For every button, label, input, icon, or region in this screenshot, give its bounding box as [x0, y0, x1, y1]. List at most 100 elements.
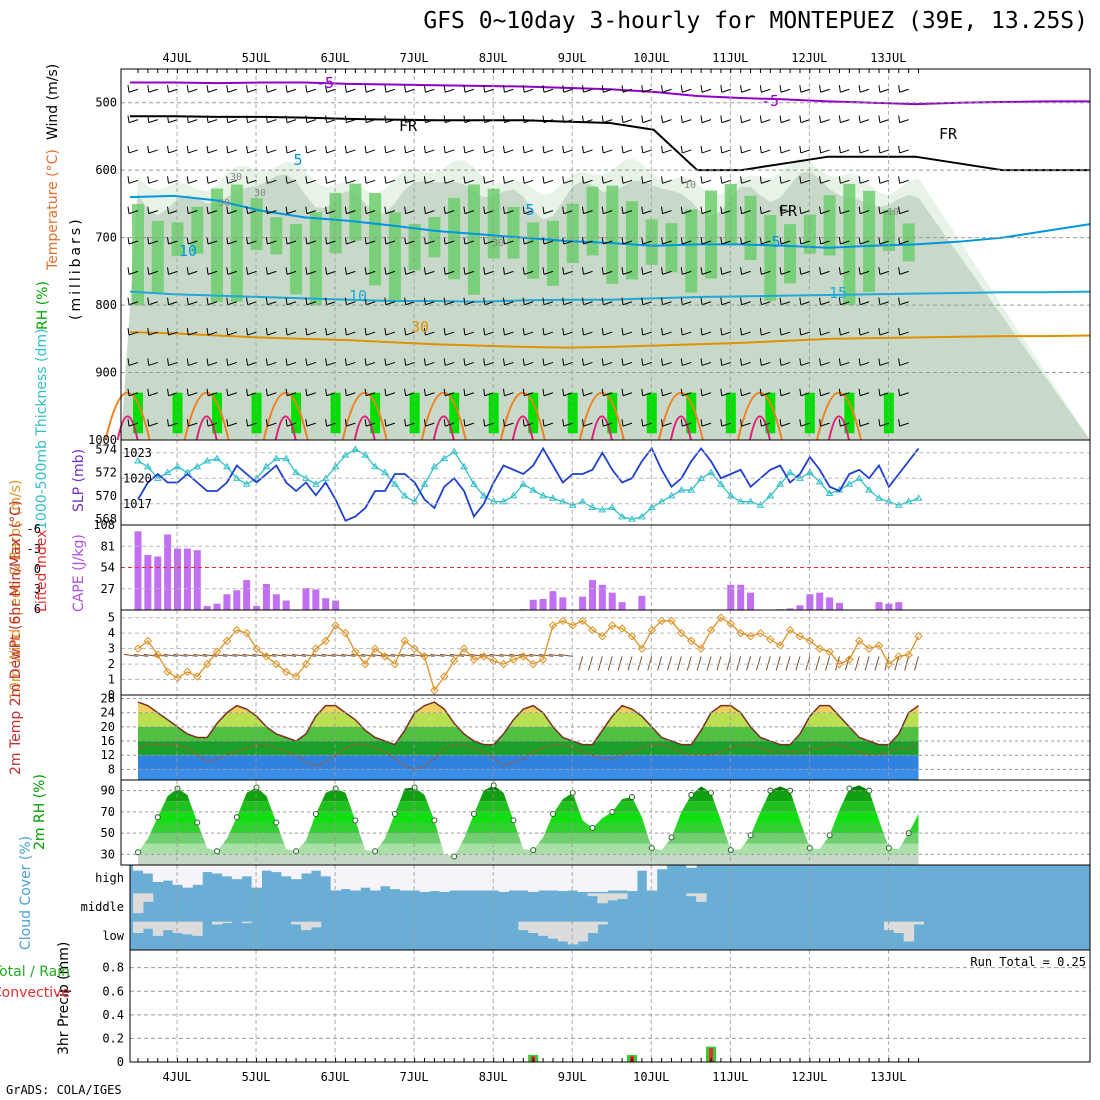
upper-wind-barb	[285, 145, 288, 154]
upper-wind-barb	[425, 179, 435, 184]
bottom-day-label: 4JUL	[163, 1070, 192, 1084]
diurnal-isotherm	[511, 415, 534, 441]
upper-wind-barb	[385, 361, 396, 366]
precip-tick-label: 0.4	[102, 1008, 124, 1022]
rh-moist-patch	[349, 183, 362, 241]
thickness-point	[637, 512, 646, 520]
temperature-axis-label: Temperature (°C)	[45, 149, 61, 271]
cape-bar	[332, 600, 340, 610]
upper-wind-barb	[207, 149, 218, 154]
upper-wind-barb	[167, 267, 170, 275]
wind-speed-point	[706, 625, 716, 635]
cloud-clear-high	[607, 865, 618, 891]
upper-wind-barb	[799, 297, 802, 305]
upper-wind-barb	[740, 206, 743, 214]
cloud-clear-low	[241, 921, 253, 924]
upper-wind-barb	[265, 328, 268, 336]
upper-wind-barb	[483, 328, 486, 336]
upper-wind-barb	[522, 85, 525, 93]
upper-wind-barb	[583, 149, 593, 154]
upper-wind-barb	[484, 422, 494, 427]
chart-marks	[104, 81, 1091, 1062]
temp-band	[138, 695, 919, 699]
surface-wind-barb	[331, 653, 346, 657]
upper-wind-barb	[721, 392, 731, 397]
upper-wind-barb	[899, 301, 909, 306]
upper-wind-barb	[504, 240, 514, 245]
wind-speed-point	[380, 652, 390, 661]
upper-wind-barb	[840, 270, 850, 275]
upper-wind-barb	[879, 392, 890, 397]
upper-wind-barb	[601, 297, 604, 305]
chart-text: 4JUL4JUL5JUL5JUL6JUL6JUL7JUL7JUL8JUL8JUL…	[0, 51, 1086, 1084]
upper-wind-barb	[484, 392, 494, 397]
wind-speed-point	[914, 632, 923, 641]
upper-wind-barb	[325, 145, 328, 154]
upper-wind-barb	[879, 331, 890, 336]
upper-wind-barb	[542, 115, 545, 123]
surface-wind-barb	[489, 653, 504, 657]
bottom-day-label: 8JUL	[479, 1070, 508, 1084]
upper-wind-barb	[741, 88, 751, 93]
upper-wind-barb	[720, 145, 723, 154]
upper-wind-barb	[741, 361, 751, 366]
upper-wind-barb	[247, 210, 257, 215]
upper-wind-barb	[859, 210, 870, 215]
thickness-point	[568, 501, 577, 508]
pressure-tick-label: 500	[95, 96, 117, 110]
wind-tick-label: 4	[108, 626, 115, 640]
upper-wind-barb	[701, 361, 712, 366]
upper-wind-barb	[583, 392, 593, 397]
upper-wind-barb	[463, 115, 466, 123]
upper-wind-barb	[543, 240, 554, 245]
wind-tick-label: 2	[108, 657, 115, 671]
upper-wind-barb	[720, 358, 723, 366]
upper-wind-barb	[385, 392, 396, 397]
li-tick-label: -6	[27, 522, 41, 536]
rh-moist-low-patch	[844, 392, 855, 434]
wind-speed-point	[331, 621, 340, 630]
cloud-clear-high	[310, 865, 322, 871]
upper-wind-barb	[859, 361, 870, 366]
upper-wind-barb	[326, 88, 336, 93]
upper-wind-barb	[147, 145, 150, 154]
upper-wind-barb	[186, 176, 189, 184]
upper-wind-barb	[562, 176, 565, 184]
upper-wind-barb	[306, 179, 316, 184]
wind-speed-point	[400, 636, 410, 646]
upper-wind-barb	[800, 240, 810, 245]
wind-speed-point	[509, 655, 518, 664]
upper-wind-barb	[583, 119, 593, 124]
upper-wind-barb	[464, 361, 475, 366]
upper-wind-barb	[682, 149, 692, 154]
upper-wind-barb	[246, 297, 249, 305]
upper-wind-barb	[800, 301, 810, 306]
upper-wind-barb	[385, 149, 396, 154]
upper-wind-barb	[721, 301, 731, 306]
upper-wind-barb	[721, 422, 731, 427]
upper-wind-barb	[820, 301, 830, 306]
upper-wind-barb	[326, 179, 336, 184]
upper-wind-barb	[445, 301, 455, 306]
thickness-tick-label: 570	[95, 489, 117, 503]
rh-band	[138, 790, 919, 802]
upper-wind-barb	[721, 119, 731, 124]
upper-wind-barb	[148, 361, 158, 366]
upper-wind-barb	[226, 358, 229, 366]
upper-wind-barb	[700, 388, 703, 396]
upper-wind-barb	[405, 270, 415, 275]
upper-wind-barb	[443, 85, 446, 93]
upper-wind-barb	[405, 88, 415, 93]
cloud-clear-low	[557, 921, 569, 942]
upper-wind-barb	[621, 267, 624, 275]
surface-wind-barb	[222, 653, 237, 657]
wind-speed-point	[420, 652, 429, 661]
upper-wind-barb	[167, 419, 170, 427]
rh-point	[885, 845, 892, 851]
cape-bar	[144, 554, 152, 610]
upper-wind-barb	[246, 267, 249, 275]
surface-wind-barb	[578, 656, 584, 671]
upper-wind-barb	[583, 301, 593, 306]
thickness-point	[549, 494, 557, 501]
